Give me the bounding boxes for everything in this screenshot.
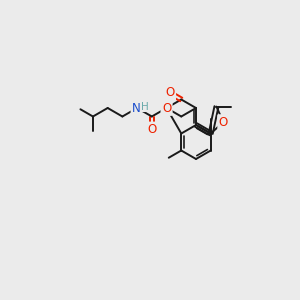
Text: O: O — [165, 86, 175, 100]
Text: O: O — [219, 116, 228, 129]
Text: N: N — [132, 101, 140, 115]
Text: H: H — [141, 101, 149, 112]
Text: O: O — [147, 123, 157, 136]
Text: O: O — [162, 101, 171, 115]
